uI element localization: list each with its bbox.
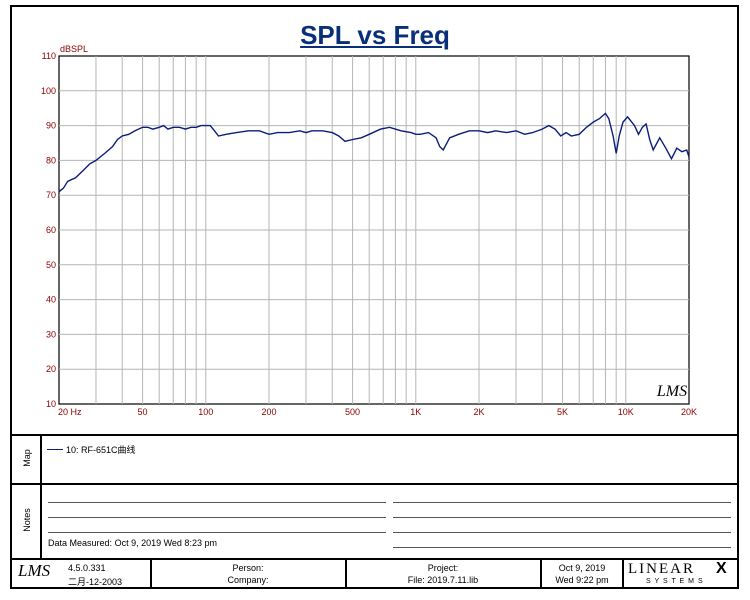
x-tick-label: 200: [261, 407, 276, 417]
note-line: [48, 532, 386, 533]
version: 4.5.0.331: [68, 563, 106, 573]
brand-linear: LINEAR: [628, 561, 695, 577]
data-measured-value: Oct 9, 2019 Wed 8:23 pm: [114, 538, 217, 548]
build-date: 二月-12-2003: [68, 577, 123, 587]
project-label: Project:: [427, 563, 459, 573]
divider: [10, 558, 739, 560]
notes-side-label: Notes: [22, 508, 32, 532]
y-tick-label: 60: [46, 225, 56, 235]
page-frame: [10, 5, 739, 589]
data-measured: Data Measured: Oct 9, 2019 Wed 8:23 pm: [48, 538, 217, 548]
brand-x: X: [716, 560, 727, 577]
linear-x-logo: LINEAR X S Y S T E M S: [626, 560, 736, 588]
series-line-rf651c: [58, 112, 690, 193]
y-tick-label: 90: [46, 121, 56, 131]
x-tick-label: 5K: [557, 407, 568, 417]
x-tick-label: 2K: [473, 407, 484, 417]
legend-swatch: [47, 449, 63, 450]
divider: [622, 558, 624, 589]
note-line: [48, 517, 386, 518]
note-line: [393, 547, 731, 548]
divider: [540, 558, 542, 589]
y-axis-unit: dBSPL: [60, 44, 88, 54]
file-label: File: 2019.7.11.lib: [407, 575, 479, 585]
y-tick-label: 20: [46, 364, 56, 374]
divider: [10, 483, 739, 485]
y-tick-label: 50: [46, 260, 56, 270]
y-tick-label: 30: [46, 329, 56, 339]
person-label: Person:: [232, 563, 264, 573]
x-tick-label: 20K: [681, 407, 697, 417]
y-tick-label: 10: [46, 399, 56, 409]
divider: [150, 558, 152, 589]
y-tick-label: 100: [41, 86, 56, 96]
footer-time: Wed 9:22 pm: [555, 575, 609, 585]
note-line: [393, 532, 731, 533]
y-tick-labels: 10 20 30 40 50 60 70 80 90 100 110: [41, 51, 56, 409]
x-tick-labels: 20 Hz 50 100 200 500 1K 2K 5K 10K 20K: [58, 407, 697, 417]
divider: [345, 558, 347, 589]
x-tick-label: 20 Hz: [58, 407, 82, 417]
chart-title: SPL vs Freq: [300, 20, 450, 50]
y-tick-label: 70: [46, 190, 56, 200]
x-tick-label: 10K: [618, 407, 634, 417]
footer-date: Oct 9, 2019: [558, 563, 606, 573]
lms-watermark: LMS: [656, 383, 687, 400]
note-line: [393, 517, 731, 518]
x-tick-label: 1K: [410, 407, 421, 417]
data-measured-label: Data Measured:: [48, 538, 113, 548]
divider: [40, 434, 42, 560]
legend-label: 10: RF-651C曲线: [66, 445, 136, 455]
map-side-label: Map: [22, 449, 32, 467]
company-label: Company:: [227, 575, 269, 585]
note-line: [48, 502, 386, 503]
y-tick-label: 40: [46, 295, 56, 305]
grid: [59, 56, 689, 404]
divider: [10, 434, 739, 436]
x-tick-label: 100: [198, 407, 213, 417]
y-tick-label: 80: [46, 155, 56, 165]
note-line: [393, 502, 731, 503]
x-tick-label: 500: [345, 407, 360, 417]
brand-systems: S Y S T E M S: [646, 578, 704, 585]
y-tick-label: 110: [42, 51, 56, 61]
lms-logo: LMS: [18, 561, 51, 580]
x-tick-label: 50: [138, 407, 148, 417]
